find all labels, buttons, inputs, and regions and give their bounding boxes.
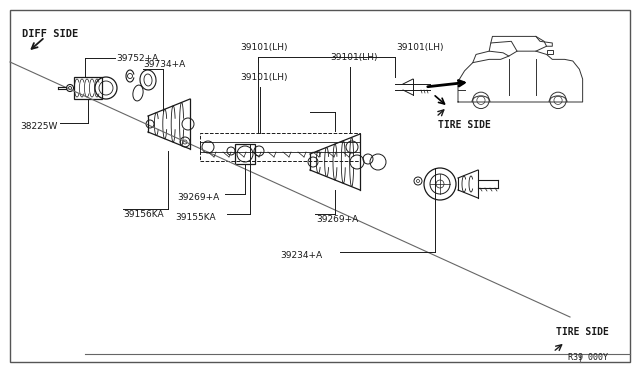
Text: 39155KA: 39155KA [175,212,216,221]
Bar [200,133,360,161]
Text: TIRE SIDE: TIRE SIDE [438,120,491,130]
Text: 39269+A: 39269+A [316,215,358,224]
Text: 39734+A: 39734+A [143,60,185,68]
Text: 39269+A: 39269+A [177,192,220,202]
Text: 39101(LH): 39101(LH) [330,52,378,61]
Text: 39234+A: 39234+A [280,250,322,260]
Text: 39752+A: 39752+A [116,54,158,62]
Text: 39101(LH): 39101(LH) [240,42,287,51]
Text: 39156KA: 39156KA [123,209,164,218]
Text: 39101(LH): 39101(LH) [396,42,444,51]
Text: 39101(LH): 39101(LH) [240,73,287,81]
Text: TIRE SIDE: TIRE SIDE [556,327,609,337]
Bar [547,50,553,54]
Text: R39 000Y: R39 000Y [568,353,608,362]
Bar [235,144,255,164]
Text: 38225W: 38225W [20,122,58,131]
Bar [74,77,102,99]
Text: DIFF SIDE: DIFF SIDE [22,29,78,39]
